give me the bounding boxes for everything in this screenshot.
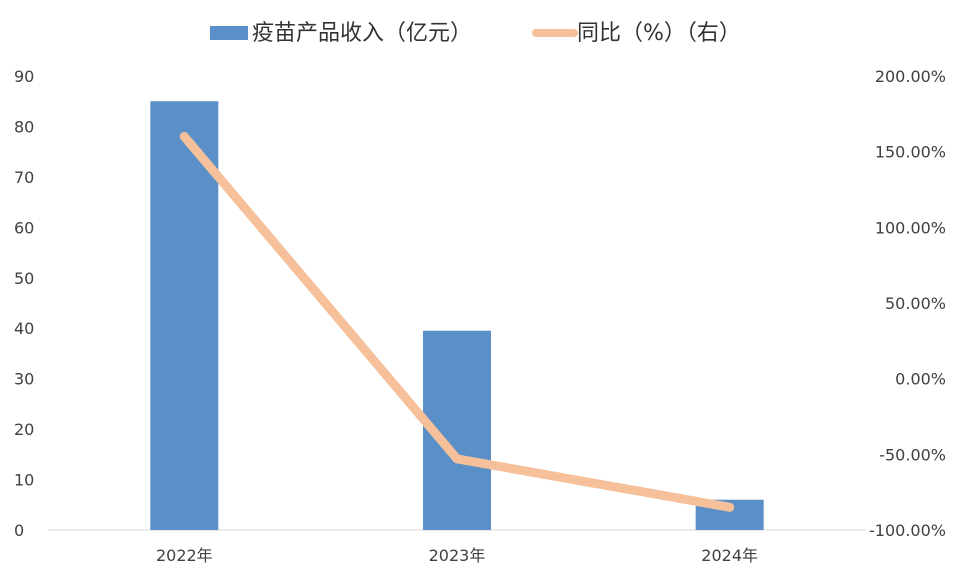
yoy-point <box>179 132 189 142</box>
left-tick-label: 10 <box>14 471 34 490</box>
left-tick-label: 40 <box>14 319 34 338</box>
legend-swatch-revenue <box>210 26 248 40</box>
left-tick-label: 90 <box>14 67 34 86</box>
left-tick-label: 0 <box>14 521 24 540</box>
right-tick-label: 50.00% <box>885 294 946 313</box>
legend: 疫苗产品收入（亿元） 同比（%）（右） <box>210 21 741 46</box>
right-y-axis: -100.00% -50.00% 0.00% 50.00% 100.00% 150.00%… <box>869 67 946 540</box>
right-tick-label: 150.00% <box>875 143 946 162</box>
left-tick-label: 80 <box>14 117 34 136</box>
yoy-point <box>452 454 462 464</box>
x-axis: 2022年 2023年 2024年 <box>156 546 758 565</box>
bar <box>150 101 219 530</box>
right-tick-label: 0.00% <box>895 370 946 389</box>
left-tick-label: 20 <box>14 420 34 439</box>
right-tick-label: -100.00% <box>869 521 946 540</box>
legend-label-revenue: 疫苗产品收入（亿元） <box>252 21 472 46</box>
x-tick-label: 2023年 <box>429 546 486 565</box>
left-tick-label: 50 <box>14 269 34 288</box>
bar-series <box>150 101 764 530</box>
line-series <box>179 132 735 512</box>
right-tick-label: 200.00% <box>875 67 946 86</box>
x-tick-label: 2022年 <box>156 546 213 565</box>
yoy-point <box>725 502 735 512</box>
right-tick-label: -50.00% <box>879 445 946 464</box>
left-tick-label: 30 <box>14 370 34 389</box>
x-tick-label: 2024年 <box>701 546 758 565</box>
left-y-axis: 0 10 20 30 40 50 60 70 80 90 <box>14 67 34 540</box>
legend-label-yoy: 同比（%）（右） <box>577 21 741 46</box>
left-tick-label: 60 <box>14 218 34 237</box>
left-tick-label: 70 <box>14 168 34 187</box>
right-tick-label: 100.00% <box>875 218 946 237</box>
